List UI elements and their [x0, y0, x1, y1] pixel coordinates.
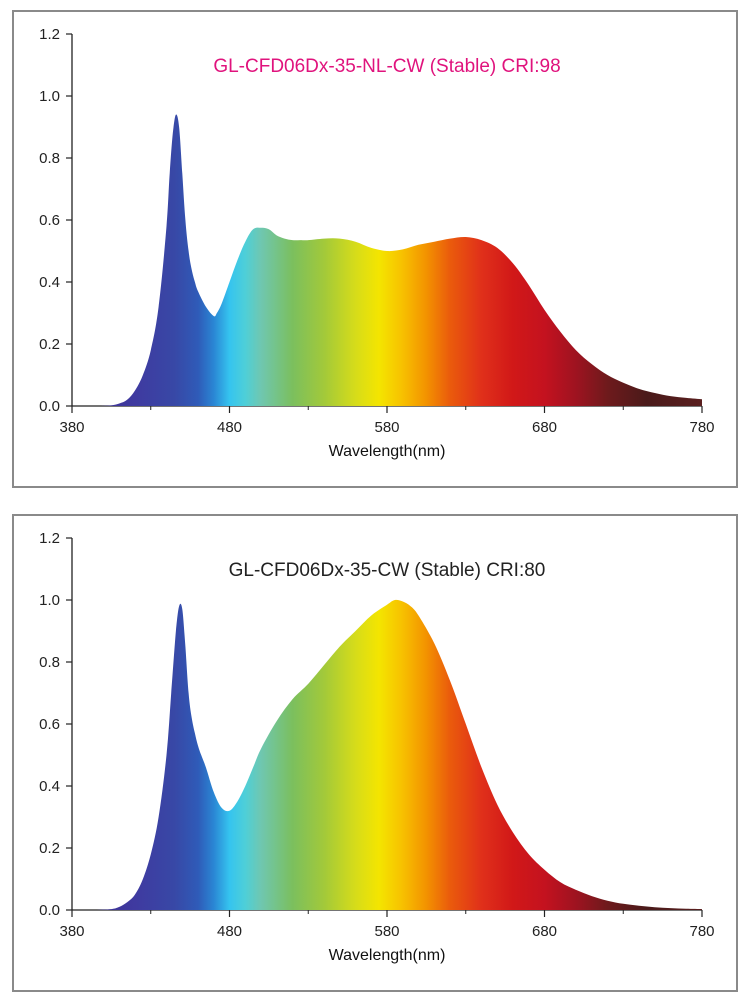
y-tick-label: 1.0 — [39, 88, 60, 105]
spectrum-chart-cri98: 0.0 0.2 0.4 0.6 0.8 1.0 1.2 380 480 580 680 780 GL-C… — [39, 26, 714, 460]
x-tick-label: 780 — [689, 923, 714, 940]
spectrum-chart-panel-cri80: 0.0 0.2 0.4 0.6 0.8 1.0 1.2 380 480 580 680 780 GL-C… — [12, 514, 738, 992]
x-tick-label: 780 — [689, 419, 714, 436]
y-tick-label: 0.0 — [39, 398, 60, 415]
y-tick-label: 0.4 — [39, 274, 60, 291]
y-tick-label: 0.0 — [39, 902, 60, 919]
y-tick-label: 1.2 — [39, 26, 60, 43]
y-tick-label: 0.6 — [39, 212, 60, 229]
spectrum-chart-cri80: 0.0 0.2 0.4 0.6 0.8 1.0 1.2 380 480 580 680 780 GL-C… — [39, 530, 714, 964]
y-tick-label: 1.2 — [39, 530, 60, 547]
x-tick-label: 380 — [59, 419, 84, 436]
x-tick-label: 380 — [59, 923, 84, 940]
x-tick-label: 680 — [532, 923, 557, 940]
y-tick-label: 0.8 — [39, 150, 60, 167]
x-tick-label: 480 — [217, 923, 242, 940]
spectrum-chart-panel-cri98: 0.0 0.2 0.4 0.6 0.8 1.0 1.2 380 480 580 680 780 GL-C… — [12, 10, 738, 488]
chart-title: GL-CFD06Dx-35-CW (Stable) CRI:80 — [229, 560, 546, 581]
x-tick-label: 580 — [374, 419, 399, 436]
y-tick-label: 0.8 — [39, 654, 60, 671]
spectrum-area-series — [100, 114, 703, 406]
chart-title: GL-CFD06Dx-35-NL-CW (Stable) CRI:98 — [213, 56, 560, 77]
x-axis-title: Wavelength(nm) — [329, 443, 446, 460]
x-axis-title: Wavelength(nm) — [329, 947, 446, 964]
y-tick-label: 0.2 — [39, 336, 60, 353]
y-tick-label: 1.0 — [39, 592, 60, 609]
y-tick-label: 0.4 — [39, 778, 60, 795]
y-tick-label: 0.6 — [39, 716, 60, 733]
x-tick-label: 580 — [374, 923, 399, 940]
x-tick-label: 480 — [217, 419, 242, 436]
y-tick-label: 0.2 — [39, 840, 60, 857]
x-tick-label: 680 — [532, 419, 557, 436]
spectrum-area-series — [95, 599, 703, 910]
